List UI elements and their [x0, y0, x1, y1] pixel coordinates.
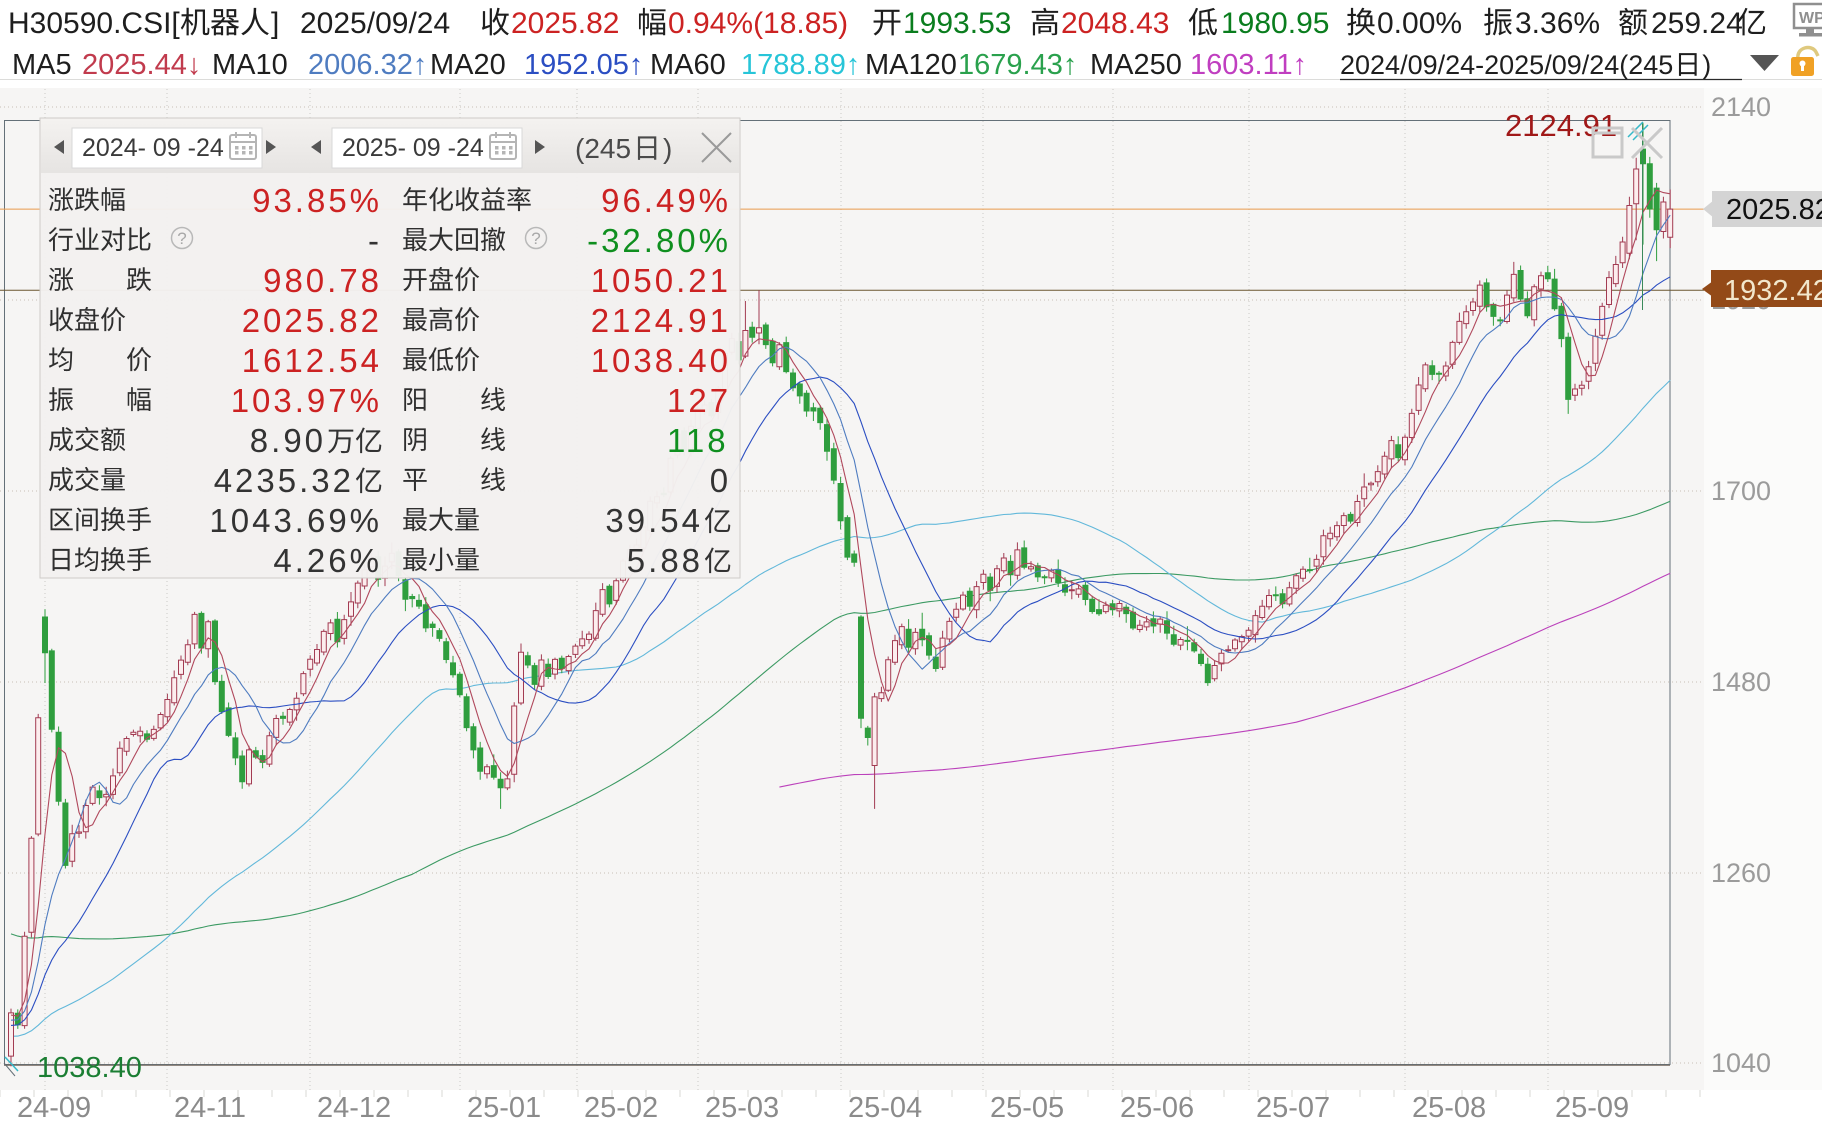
svg-text:H30590.CSI[: H30590.CSI[ [8, 7, 180, 40]
svg-text:MA250: MA250 [1090, 49, 1182, 81]
svg-text:): ) [1702, 50, 1711, 80]
svg-text:?: ? [177, 229, 186, 248]
svg-text:1038.40: 1038.40 [37, 1052, 142, 1084]
svg-text:2124.91: 2124.91 [1505, 108, 1617, 143]
svg-text:980.78: 980.78 [263, 262, 382, 299]
svg-text:25-07: 25-07 [1256, 1092, 1330, 1122]
svg-text:(245: (245 [575, 133, 631, 164]
svg-text:8.90: 8.90 [250, 422, 326, 459]
svg-text:MA120: MA120 [865, 49, 957, 81]
svg-text:1040: 1040 [1711, 1048, 1771, 1078]
svg-text:MA5: MA5 [12, 49, 72, 81]
svg-text:1700: 1700 [1711, 476, 1771, 506]
svg-text:103.97%: 103.97% [231, 382, 382, 419]
svg-text:1952.05↑: 1952.05↑ [524, 49, 643, 81]
svg-text:1788.89↑: 1788.89↑ [741, 49, 860, 81]
svg-text:MA60: MA60 [650, 49, 726, 81]
svg-text:-32.80%: -32.80% [587, 222, 731, 259]
svg-text:): ) [663, 133, 672, 164]
svg-text:118: 118 [667, 422, 729, 459]
svg-text:24-12: 24-12 [317, 1092, 391, 1122]
svg-text:25-01: 25-01 [467, 1092, 541, 1122]
svg-text:2025/09/24: 2025/09/24 [300, 7, 450, 40]
svg-text:1612.54: 1612.54 [242, 342, 382, 379]
svg-text:3.36%: 3.36% [1515, 7, 1600, 40]
svg-text:1980.95: 1980.95 [1221, 7, 1329, 40]
svg-text:1260: 1260 [1711, 858, 1771, 888]
svg-text:25-05: 25-05 [990, 1092, 1064, 1122]
svg-text:2025- 09 -24: 2025- 09 -24 [342, 134, 484, 162]
svg-text:93.85%: 93.85% [252, 182, 382, 219]
svg-text:2048.43: 2048.43 [1061, 7, 1169, 40]
svg-text:MA10: MA10 [212, 49, 288, 81]
svg-text:39.54: 39.54 [605, 502, 703, 539]
svg-text:2024/09/24-2025/09/24(245: 2024/09/24-2025/09/24(245 [1340, 50, 1673, 80]
svg-text:25-08: 25-08 [1412, 1092, 1486, 1122]
svg-text:25-06: 25-06 [1120, 1092, 1194, 1122]
svg-text:1043.69%: 1043.69% [209, 502, 382, 539]
svg-text:2006.32↑: 2006.32↑ [308, 49, 427, 81]
svg-text:-: - [368, 222, 382, 259]
svg-text:1932.42: 1932.42 [1724, 275, 1822, 307]
svg-text:1038.40: 1038.40 [591, 342, 731, 379]
svg-text:0: 0 [710, 462, 731, 499]
svg-text:2140: 2140 [1711, 92, 1771, 122]
svg-text:2024- 09 -24: 2024- 09 -24 [82, 134, 224, 162]
svg-text:MA20: MA20 [430, 49, 506, 81]
svg-text:24-09: 24-09 [17, 1092, 91, 1122]
svg-text:1993.53: 1993.53 [903, 7, 1011, 40]
svg-text:4.26%: 4.26% [273, 542, 382, 579]
svg-text:25-04: 25-04 [848, 1092, 922, 1122]
svg-text:1480: 1480 [1711, 667, 1771, 697]
svg-text:?: ? [531, 229, 540, 248]
svg-text:2025.44↓: 2025.44↓ [82, 49, 201, 81]
svg-text:]: ] [271, 7, 279, 40]
svg-text:2025.82: 2025.82 [242, 302, 382, 339]
svg-text:5.88: 5.88 [627, 542, 703, 579]
svg-text:1603.11↑: 1603.11↑ [1190, 49, 1307, 81]
svg-text:1050.21: 1050.21 [591, 262, 731, 299]
svg-text:2025.82: 2025.82 [1726, 194, 1822, 226]
svg-text:2025.82: 2025.82 [511, 7, 619, 40]
svg-text:0.94%(18.85): 0.94%(18.85) [668, 7, 848, 40]
svg-text:0.00%: 0.00% [1377, 7, 1462, 40]
svg-text:1679.43↑: 1679.43↑ [958, 49, 1077, 81]
svg-text:4235.32: 4235.32 [214, 462, 354, 499]
svg-text:25-03: 25-03 [705, 1092, 779, 1122]
svg-text:25-09: 25-09 [1555, 1092, 1629, 1122]
svg-text:2124.91: 2124.91 [591, 302, 731, 339]
svg-text:127: 127 [667, 382, 731, 419]
svg-text:259.24: 259.24 [1651, 7, 1743, 40]
svg-text:WP: WP [1799, 10, 1822, 27]
svg-text:25-02: 25-02 [584, 1092, 658, 1122]
svg-text:96.49%: 96.49% [601, 182, 731, 219]
svg-text:24-11: 24-11 [174, 1092, 246, 1122]
